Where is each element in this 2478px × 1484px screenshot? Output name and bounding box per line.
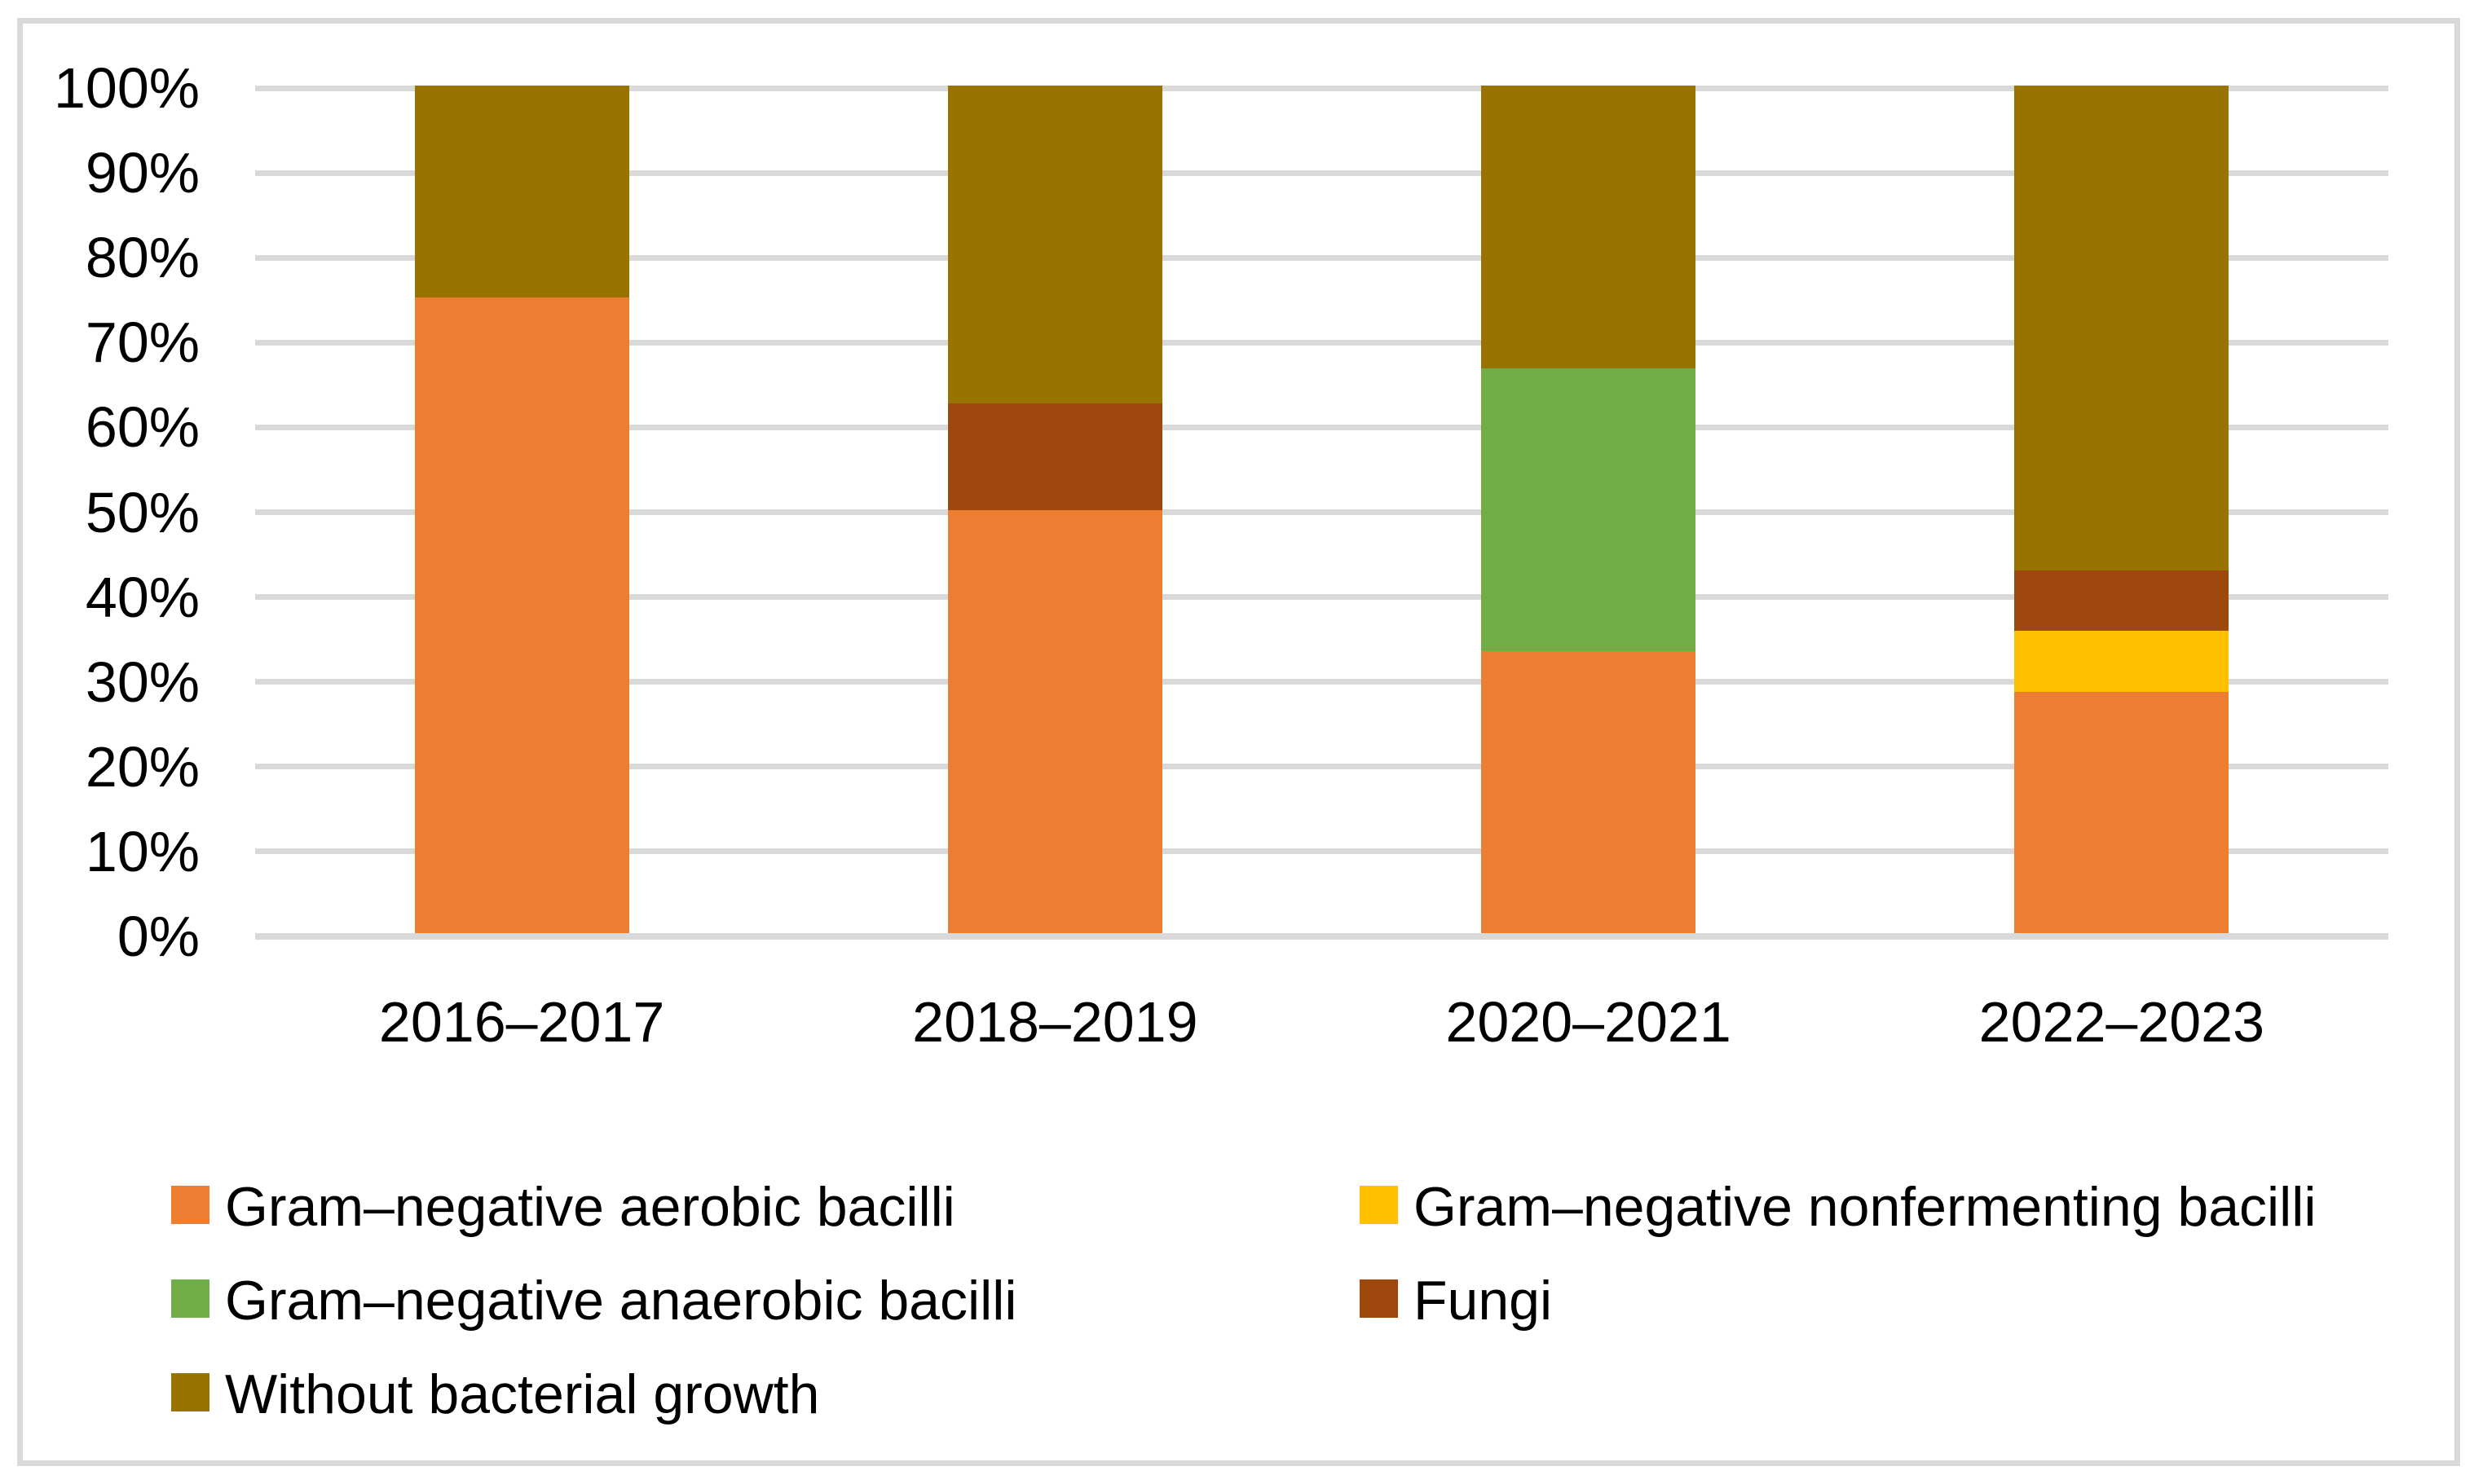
gridline-50% [255, 509, 2388, 515]
bar-segment-2016-2017-series4 [414, 86, 629, 298]
y-tick-label-0%: 0% [117, 905, 200, 968]
figure-border [17, 18, 2460, 1466]
bar-segment-2018-2019-series4 [947, 86, 1162, 404]
legend-label: Gram–negative nonfermenting bacilli [1413, 1176, 2317, 1238]
legend-swatch-orange [171, 1186, 209, 1224]
bar-segment-2022-2023-series0 [2014, 691, 2229, 934]
bar-segment-2018-2019-series0 [947, 509, 1162, 934]
gridline-70% [255, 339, 2388, 346]
bar-segment-2022-2023-series4 [2014, 86, 2229, 570]
legend-item-gram-negative-anaerobic-bacilli: Gram–negative anaerobic bacilli [171, 1272, 1016, 1329]
legend-swatch-brown [1360, 1279, 1398, 1318]
y-tick-label-20%: 20% [85, 734, 200, 799]
legend-item-gram-negative-aerobic-bacilli: Gram–negative aerobic bacilli [171, 1178, 955, 1235]
y-tick-label-10%: 10% [85, 819, 200, 883]
legend-swatch-yellow [1360, 1186, 1398, 1224]
bar-segment-2022-2023-series3 [2014, 570, 2229, 632]
y-tick-label-60%: 60% [85, 395, 200, 460]
x-axis-label-2020-2021: 2020–2021 [1445, 990, 1731, 1054]
x-axis-line [255, 933, 2388, 940]
y-tick-label-40%: 40% [85, 565, 200, 629]
bar-segment-2020-2021-series0 [1481, 651, 1696, 934]
legend-item-fungi: Fungi [1360, 1272, 1552, 1329]
bar-segment-2016-2017-series0 [414, 297, 629, 934]
bar-segment-2022-2023-series1 [2014, 631, 2229, 692]
bar-segment-2020-2021-series2 [1481, 368, 1696, 651]
gridline-20% [255, 764, 2388, 770]
y-tick-label-100%: 100% [53, 56, 200, 120]
legend-label: Gram–negative anaerobic bacilli [225, 1270, 1017, 1332]
gridline-90% [255, 170, 2388, 176]
x-axis-label-2022-2023: 2022–2023 [1978, 990, 2265, 1054]
legend-swatch-green [171, 1279, 209, 1318]
legend-item-gram-negative-nonfermenting-bacilli: Gram–negative nonfermenting bacilli [1360, 1178, 2317, 1235]
legend-item-without-bacterial-growth: Without bacterial growth [171, 1366, 819, 1423]
y-tick-label-30%: 30% [85, 650, 200, 714]
legend-swatch-olive [171, 1373, 209, 1411]
y-tick-label-70%: 70% [85, 310, 200, 375]
gridline-10% [255, 848, 2388, 855]
gridline-40% [255, 594, 2388, 601]
x-axis-label-2016-2017: 2016–2017 [378, 990, 665, 1054]
y-tick-label-80%: 80% [85, 226, 200, 290]
gridline-30% [255, 679, 2388, 685]
bar-segment-2018-2019-series3 [947, 403, 1162, 510]
gridline-100% [255, 85, 2388, 91]
gridline-60% [255, 424, 2388, 430]
gridline-80% [255, 254, 2388, 261]
y-tick-label-50%: 50% [85, 480, 200, 544]
legend-label: Gram–negative aerobic bacilli [225, 1176, 955, 1238]
x-axis-label-2018-2019: 2018–2019 [912, 990, 1198, 1054]
legend-label: Without bacterial growth [225, 1363, 820, 1425]
legend-label: Fungi [1413, 1270, 1553, 1332]
y-tick-label-90%: 90% [85, 141, 200, 205]
bar-segment-2020-2021-series4 [1481, 86, 1696, 368]
